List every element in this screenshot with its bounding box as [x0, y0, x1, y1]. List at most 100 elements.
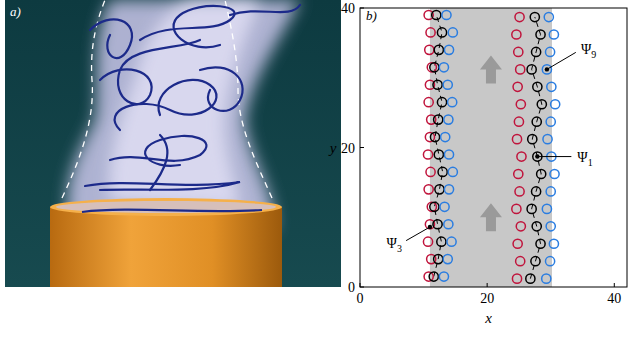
flow-arrow	[480, 203, 502, 231]
point	[430, 132, 439, 141]
point	[448, 167, 457, 176]
point	[430, 202, 439, 211]
point	[530, 12, 539, 21]
point	[513, 239, 522, 248]
annotation-index: 3	[397, 243, 402, 254]
point	[437, 98, 446, 107]
annotation-index: 9	[591, 49, 596, 60]
point	[435, 185, 444, 194]
annotation-leader	[547, 52, 576, 69]
point	[443, 80, 452, 89]
y-tick-label: 20	[341, 141, 355, 156]
annotation: Ψ1	[577, 150, 592, 168]
vortex-line	[82, 210, 262, 212]
annotation-symbol: Ψ	[577, 150, 588, 165]
point	[516, 100, 525, 109]
point	[512, 274, 521, 283]
annotation: Ψ9	[581, 42, 596, 60]
point	[448, 98, 457, 107]
vortex-line	[115, 80, 217, 130]
point	[544, 12, 553, 21]
point	[444, 220, 453, 229]
frame	[360, 8, 627, 287]
annotation-dot	[535, 154, 539, 158]
x-tick	[487, 283, 488, 287]
point	[424, 98, 433, 107]
cylinder-top	[50, 198, 282, 216]
point	[444, 150, 453, 159]
point	[515, 187, 524, 196]
x-axis-label: x	[484, 310, 492, 326]
y-tick-label: 40	[341, 1, 355, 16]
envelope-line	[225, 0, 272, 198]
band	[430, 8, 552, 287]
point	[448, 28, 457, 37]
point	[434, 45, 443, 54]
x-tick-label: 40	[607, 291, 621, 306]
point	[444, 185, 453, 194]
flow-arrow	[480, 55, 502, 83]
point	[531, 187, 540, 196]
annotation-index: 1	[588, 157, 593, 168]
point	[546, 117, 555, 126]
point	[515, 12, 524, 21]
point	[542, 65, 551, 74]
point	[434, 150, 443, 159]
figure: a)0204002040xyb)Ψ3Ψ1Ψ9	[0, 0, 631, 337]
vortex-line	[85, 182, 240, 190]
point	[537, 100, 546, 109]
point	[546, 222, 555, 231]
point	[536, 239, 545, 248]
point	[423, 150, 432, 159]
point	[441, 132, 450, 141]
point	[424, 185, 433, 194]
annotation-leader	[406, 227, 430, 241]
point	[517, 152, 526, 161]
x-tick-label: 0	[357, 291, 364, 306]
annotation-symbol: Ψ	[387, 236, 398, 251]
panel-label: a)	[10, 4, 21, 19]
point	[437, 237, 446, 246]
vortex-line	[90, 19, 132, 58]
point	[542, 274, 551, 283]
point	[442, 10, 451, 19]
point	[426, 28, 435, 37]
point	[516, 65, 525, 74]
point	[532, 222, 541, 231]
vortex-line	[200, 67, 243, 111]
point	[423, 237, 432, 246]
point	[549, 30, 558, 39]
point	[439, 63, 448, 72]
y-tick-label: 0	[348, 280, 355, 295]
point	[527, 204, 536, 213]
point	[444, 115, 453, 124]
point	[547, 82, 556, 91]
point	[543, 135, 552, 144]
point	[516, 257, 525, 266]
cylinder-mouth	[56, 201, 276, 213]
y-tick	[360, 287, 364, 288]
y-tick	[360, 8, 364, 9]
point	[432, 10, 441, 19]
point	[426, 167, 435, 176]
point	[531, 257, 540, 266]
point	[429, 272, 438, 281]
point	[514, 47, 523, 56]
point	[439, 272, 448, 281]
point	[532, 117, 541, 126]
vortex-line	[100, 40, 200, 104]
y-axis-label: y	[328, 140, 337, 156]
point	[444, 45, 453, 54]
point	[433, 80, 442, 89]
point	[513, 82, 522, 91]
annotation-dot	[428, 225, 432, 229]
point	[434, 255, 443, 264]
annotation-leader	[537, 156, 571, 157]
vortex-line	[150, 135, 167, 190]
background	[5, 0, 341, 287]
point	[536, 30, 545, 39]
point	[514, 169, 523, 178]
point	[545, 47, 554, 56]
annotation: Ψ3	[387, 236, 402, 254]
vortex-line	[140, 6, 235, 47]
